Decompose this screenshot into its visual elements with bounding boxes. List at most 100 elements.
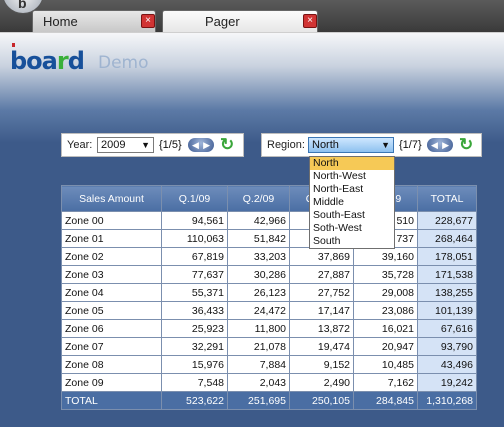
value-cell: 11,800 <box>227 319 290 338</box>
table-row: Zone 06 25,923 11,800 13,872 16,021 67,616 <box>61 319 477 338</box>
value-cell: 51,842 <box>227 229 290 248</box>
table-row: Zone 08 15,976 7,884 9,152 10,485 43,496 <box>61 355 477 374</box>
column-header: Q.2/09 <box>227 185 290 212</box>
value-cell: 25,923 <box>161 319 228 338</box>
next-icon[interactable]: ▶ <box>203 140 210 150</box>
tab-bar: b Home × Pager × <box>0 0 504 32</box>
year-select[interactable]: 2009 ▼ <box>97 137 154 153</box>
tab-pager[interactable]: Pager × <box>162 10 318 32</box>
value-cell: 37,869 <box>289 247 354 266</box>
table-row: Zone 04 55,371 26,123 27,752 29,008 138,255 <box>61 283 477 302</box>
region-select[interactable]: North ▼ <box>308 137 394 153</box>
refresh-icon[interactable]: ↻ <box>220 135 235 154</box>
region-label: Region: <box>267 139 305 151</box>
zone-cell: Zone 00 <box>61 211 162 230</box>
zone-cell: Zone 07 <box>61 337 162 356</box>
app-orb-glyph: b <box>18 0 27 11</box>
region-dropdown-list: North North-West North-East Middle South-Eas… <box>309 156 395 249</box>
table-row: Zone 05 36,433 24,472 17,147 23,086 101,139 <box>61 301 477 320</box>
zone-cell: Zone 08 <box>61 355 162 374</box>
zone-cell: Zone 06 <box>61 319 162 338</box>
prev-icon[interactable]: ◀ <box>192 140 199 150</box>
region-pager: Region: North ▼ {1/7} ◀ ▶ ↻ <box>261 133 482 157</box>
total-cell: 93,790 <box>417 337 477 356</box>
column-header: TOTAL <box>417 185 477 212</box>
dropdown-option[interactable]: North <box>310 157 394 170</box>
value-cell: 7,884 <box>227 355 290 374</box>
sales-table: Sales Amount Q.1/09 Q.2/09 Q.3/09 Q.4/09… <box>61 185 477 410</box>
value-cell: 33,203 <box>227 247 290 266</box>
dropdown-option[interactable]: South <box>313 235 341 247</box>
year-value: 2009 <box>101 139 126 151</box>
board-logo: board <box>10 47 85 75</box>
total-cell: 228,677 <box>417 211 477 230</box>
value-cell: 36,433 <box>161 301 228 320</box>
value-cell: 27,752 <box>289 283 354 302</box>
table-row: Zone 09 7,548 2,043 2,490 7,162 19,242 <box>61 373 477 392</box>
value-cell: 24,472 <box>227 301 290 320</box>
total-label-cell: TOTAL <box>61 391 162 410</box>
value-cell: 13,872 <box>289 319 354 338</box>
prev-icon[interactable]: ◀ <box>431 140 438 150</box>
table-header-row: Sales Amount Q.1/09 Q.2/09 Q.3/09 Q.4/09… <box>61 185 477 212</box>
table-row: Zone 03 77,637 30,286 27,887 35,728 171,538 <box>61 265 477 284</box>
region-counter: {1/7} <box>399 139 422 151</box>
value-cell: 7,548 <box>161 373 228 392</box>
total-value-cell: 251,695 <box>227 391 290 410</box>
value-cell: 39,160 <box>353 247 418 266</box>
value-cell: 55,371 <box>161 283 228 302</box>
value-cell: 29,008 <box>353 283 418 302</box>
tab-home[interactable]: Home × <box>32 10 156 32</box>
value-cell: 94,561 <box>161 211 228 230</box>
value-cell: 7,162 <box>353 373 418 392</box>
value-cell: 19,474 <box>289 337 354 356</box>
close-icon[interactable]: × <box>303 14 317 28</box>
page-header: board Demo <box>0 32 504 143</box>
column-header: Sales Amount <box>61 185 162 212</box>
value-cell: 67,819 <box>161 247 228 266</box>
logo-accent <box>12 43 15 47</box>
total-cell: 138,255 <box>417 283 477 302</box>
value-cell: 9,152 <box>289 355 354 374</box>
value-cell: 30,286 <box>227 265 290 284</box>
dropdown-option[interactable]: South-East <box>313 209 365 221</box>
year-nav-buttons: ◀ ▶ <box>188 138 214 152</box>
total-value-cell: 523,622 <box>161 391 228 410</box>
value-cell: 2,043 <box>227 373 290 392</box>
value-cell: 26,123 <box>227 283 290 302</box>
total-cell: 178,051 <box>417 247 477 266</box>
total-cell: 43,496 <box>417 355 477 374</box>
value-cell: 23,086 <box>353 301 418 320</box>
value-cell: 27,887 <box>289 265 354 284</box>
zone-cell: Zone 03 <box>61 265 162 284</box>
total-value-cell: 250,105 <box>289 391 354 410</box>
value-cell: 15,976 <box>161 355 228 374</box>
value-cell: 21,078 <box>227 337 290 356</box>
table-row: Zone 07 32,291 21,078 19,474 20,947 93,790 <box>61 337 477 356</box>
zone-cell: Zone 02 <box>61 247 162 266</box>
table-row: Zone 01 110,063 51,842 737 268,464 <box>61 229 477 248</box>
zone-cell: Zone 04 <box>61 283 162 302</box>
table-row: Zone 02 67,819 33,203 37,869 39,160 178,051 <box>61 247 477 266</box>
dropdown-option[interactable]: Middle <box>313 196 344 208</box>
close-icon[interactable]: × <box>141 14 155 28</box>
demo-label: Demo <box>98 53 149 73</box>
year-pager: Year: 2009 ▼ {1/5} ◀ ▶ ↻ <box>61 133 244 157</box>
total-cell: 171,538 <box>417 265 477 284</box>
total-cell: 19,242 <box>417 373 477 392</box>
value-cell: 20,947 <box>353 337 418 356</box>
value-cell: 35,728 <box>353 265 418 284</box>
dropdown-option[interactable]: Soth-West <box>313 222 362 234</box>
table-row: Zone 00 94,561 42,966 510 228,677 <box>61 211 477 230</box>
dropdown-option[interactable]: North-West <box>313 170 366 182</box>
zone-cell: Zone 05 <box>61 301 162 320</box>
zone-cell: Zone 01 <box>61 229 162 248</box>
zone-cell: Zone 09 <box>61 373 162 392</box>
next-icon[interactable]: ▶ <box>442 140 449 150</box>
value-cell: 42,966 <box>227 211 290 230</box>
dropdown-option[interactable]: North-East <box>313 183 364 195</box>
value-cell: 2,490 <box>289 373 354 392</box>
value-cell: 77,637 <box>161 265 228 284</box>
refresh-icon[interactable]: ↻ <box>459 135 474 154</box>
total-value-cell: 284,845 <box>353 391 418 410</box>
